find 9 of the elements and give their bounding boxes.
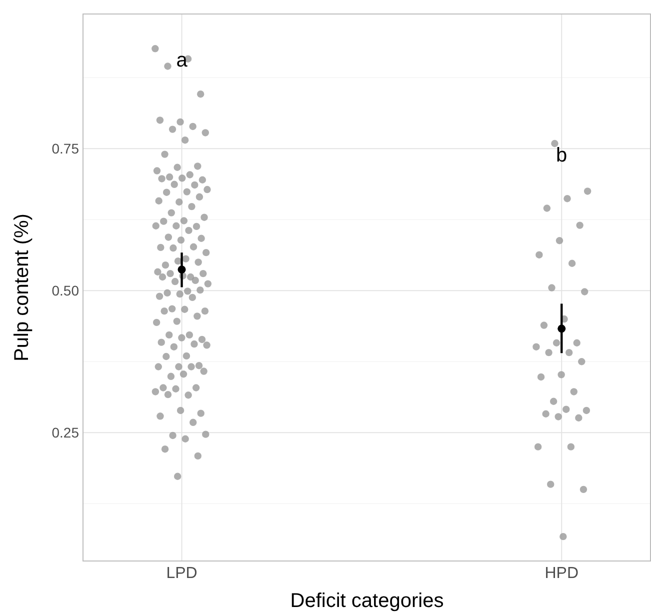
y-tick-label: 0.50: [52, 282, 80, 299]
y-tick-label: 0.25: [52, 424, 80, 441]
y-tick-label: 0.75: [52, 140, 80, 157]
x-tick-label: HPD: [544, 565, 579, 582]
x-axis-title: Deficit categories: [290, 590, 444, 612]
x-tick-label: LPD: [166, 565, 198, 582]
annotation: b: [556, 144, 568, 167]
annotation: a: [176, 50, 188, 72]
y-axis-title: Pulp content (%): [11, 214, 33, 362]
